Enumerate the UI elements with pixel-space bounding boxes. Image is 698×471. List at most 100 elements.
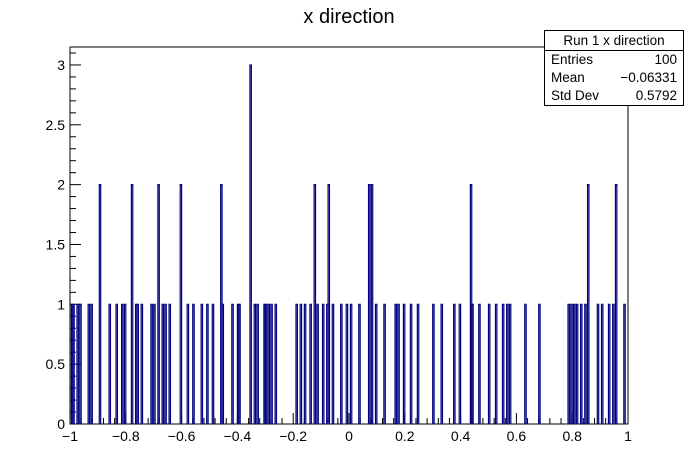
y-tick-label: 1 <box>57 296 65 312</box>
histogram-bin <box>200 303 204 424</box>
histogram-bin <box>264 303 268 424</box>
histogram-bin <box>340 303 343 424</box>
histogram-bin <box>612 303 615 424</box>
x-tick-label: 0.2 <box>395 428 415 444</box>
histogram-bin <box>186 303 190 424</box>
histogram-bin <box>596 303 600 424</box>
histogram-bin <box>383 303 386 424</box>
stats-value-entries: 100 <box>654 52 677 67</box>
histogram-bin <box>76 303 79 424</box>
histogram-bin <box>150 303 153 424</box>
stats-label-mean: Mean <box>551 70 585 85</box>
histogram-bin <box>614 184 618 424</box>
histogram-bin <box>575 303 579 424</box>
x-tick-label: −0.2 <box>279 428 307 444</box>
stats-value-std-dev: 0.5792 <box>635 88 677 103</box>
histogram-bin <box>327 184 331 424</box>
histogram-bin <box>572 303 576 424</box>
histogram-bin <box>402 303 406 424</box>
histogram-bin <box>157 184 160 424</box>
histogram-bin <box>607 303 611 424</box>
histogram-bin <box>267 303 271 424</box>
histogram-bin <box>394 303 398 424</box>
stats-row-mean: Mean −0.06331 <box>545 69 683 87</box>
stats-box: Run 1 x direction Entries 100 Mean −0.06… <box>544 30 684 106</box>
histogram-bin <box>586 184 590 424</box>
histogram-bin <box>367 184 371 424</box>
x-tick-label: 0.8 <box>562 428 582 444</box>
histogram-bin <box>136 303 139 424</box>
chart-title: x direction <box>303 6 394 28</box>
histogram-bin <box>584 303 587 424</box>
y-tick-label: 2 <box>57 177 65 193</box>
histogram-bin <box>130 184 134 424</box>
histogram-bin <box>231 303 234 424</box>
histogram-bin <box>458 303 462 424</box>
x-tick-label: 0.6 <box>507 428 527 444</box>
stats-box-title: Run 1 x direction <box>545 31 683 51</box>
histogram-bin <box>206 303 209 424</box>
histogram-bin <box>506 303 509 424</box>
histogram-bin <box>123 303 127 424</box>
histogram-bin <box>313 184 317 424</box>
stats-value-mean: −0.06331 <box>620 70 677 85</box>
histogram-bin <box>331 303 335 424</box>
histogram-bin <box>501 303 505 424</box>
histogram-bin <box>192 303 195 424</box>
x-tick-label: 1 <box>624 428 632 444</box>
histogram-bin <box>316 303 319 424</box>
histogram-bin <box>108 303 112 424</box>
histogram-bin <box>600 303 604 424</box>
histogram-bin <box>87 303 91 424</box>
histogram-bin <box>345 303 349 424</box>
histogram-bin <box>349 303 353 424</box>
x-tick-label: 0 <box>345 428 353 444</box>
histogram-bin <box>299 303 303 424</box>
histogram-bin <box>397 303 400 424</box>
histogram-bin <box>370 184 374 424</box>
y-tick-label: 1.5 <box>46 236 66 252</box>
histogram-bin <box>358 303 361 424</box>
x-tick-label: 0.4 <box>451 428 471 444</box>
histogram-bin <box>274 303 278 424</box>
histogram-bin <box>623 303 626 424</box>
stats-label-std-dev: Std Dev <box>551 88 600 103</box>
histogram-bin <box>179 184 183 424</box>
histogram-bin <box>295 303 298 424</box>
histogram-bin <box>440 303 444 424</box>
histogram-bin <box>321 303 325 424</box>
y-tick-label: 2.5 <box>46 117 66 133</box>
histogram-bin <box>211 303 215 424</box>
stats-row-entries: Entries 100 <box>545 51 683 69</box>
histogram-bin <box>238 303 241 424</box>
y-tick-label: 0 <box>57 416 65 432</box>
histogram-bin <box>471 303 474 424</box>
histogram-bin <box>221 303 225 424</box>
histogram-bin <box>270 303 273 424</box>
histogram-bin <box>567 303 571 424</box>
axis-tick-labels: −1 −0.8 −0.6 −0.4 −0.2 0 0.2 0.4 0.6 0.8 1 0 0.5 1 1.5… <box>46 57 633 444</box>
histogram-bin <box>72 303 75 424</box>
histogram-bin <box>253 303 257 424</box>
histogram-bin <box>579 303 583 424</box>
histogram-bin <box>478 303 481 424</box>
histogram-bin <box>524 303 527 424</box>
x-tick-label: −0.4 <box>224 428 252 444</box>
histogram-bin <box>140 303 144 424</box>
histogram-bin <box>168 303 172 424</box>
histogram-bin <box>153 303 156 424</box>
histogram-bin <box>309 303 312 424</box>
histogram-bin <box>98 184 102 424</box>
histogram-bin <box>416 303 420 424</box>
stats-row-std-dev: Std Dev 0.5792 <box>545 87 683 105</box>
histogram-bin <box>90 303 93 424</box>
x-tick-label: −1 <box>62 428 78 444</box>
y-tick-label: 3 <box>57 57 65 73</box>
histogram-bin <box>508 303 512 424</box>
histogram-bin <box>121 303 124 424</box>
histogram-bin <box>79 303 82 424</box>
x-tick-label: −0.6 <box>168 428 196 444</box>
histogram-bin <box>164 303 167 424</box>
